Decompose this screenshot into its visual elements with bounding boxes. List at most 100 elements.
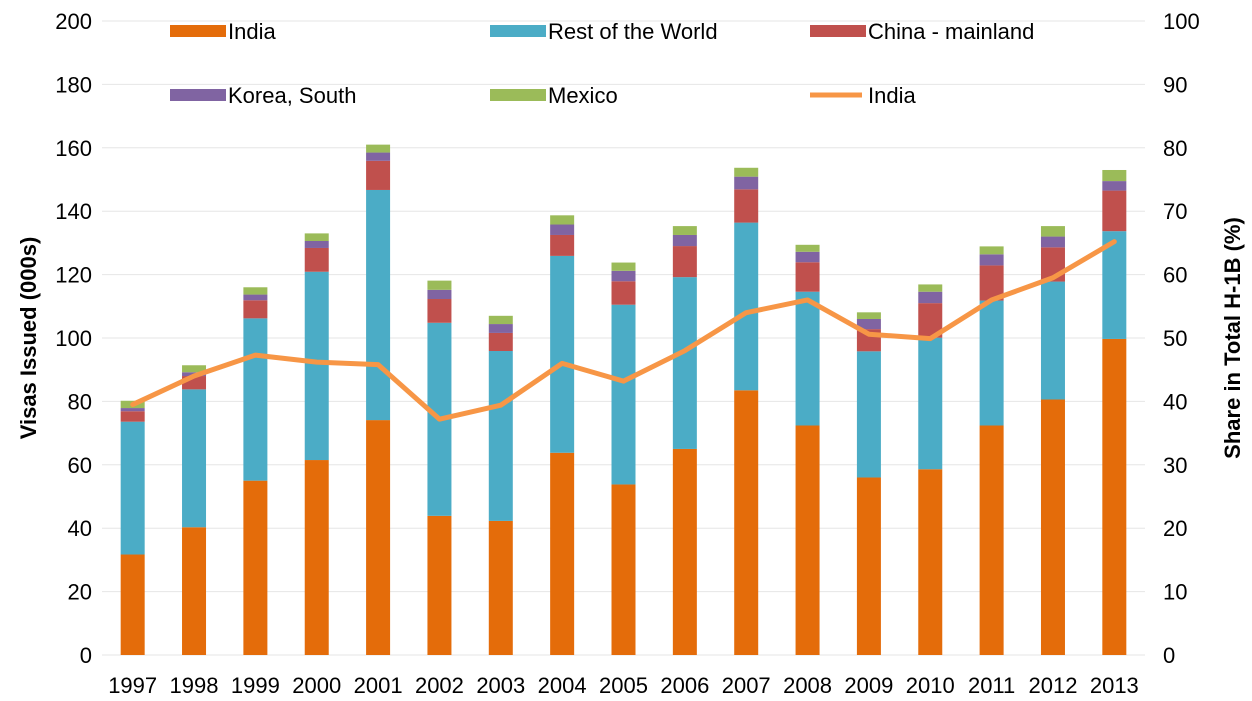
- bar-segment: [856, 351, 881, 478]
- bar-series-3: [120, 152, 1127, 412]
- x-axis: 1997 1998 1999 2000 2001 2002 2003 2004 2005 2006…: [108, 673, 1139, 698]
- bar-segment: [672, 277, 697, 449]
- bar-segment: [182, 527, 207, 655]
- bar-segment: [1102, 190, 1127, 232]
- bar-segment: [366, 420, 391, 655]
- bar-segment: [979, 254, 1004, 266]
- bars: [120, 144, 1127, 655]
- bar-segment: [1040, 281, 1065, 400]
- bar-segment: [488, 350, 513, 521]
- bar-segment: [550, 452, 575, 655]
- bar-segment: [856, 312, 881, 319]
- x-tick-label: 2000: [292, 673, 341, 698]
- bar-segment: [366, 152, 391, 161]
- bar-segment: [918, 284, 943, 292]
- x-tick-label: 2001: [354, 673, 403, 698]
- bar-segment: [1040, 399, 1065, 655]
- bar-segment: [795, 244, 820, 252]
- bar-segment: [1102, 181, 1127, 191]
- bar-segment: [856, 477, 881, 655]
- share-line: [130, 239, 1117, 422]
- y-axis-title: Visas Issued (000s): [16, 237, 41, 440]
- bar-segment: [795, 262, 820, 292]
- bar-segment: [611, 281, 636, 305]
- bar-segment: [427, 299, 452, 323]
- bar-segment: [734, 167, 759, 177]
- legend-swatch: [810, 25, 866, 37]
- y2-tick-label: 60: [1163, 263, 1187, 288]
- bar-segment: [427, 289, 452, 300]
- bar-segment: [856, 318, 881, 330]
- bar-segment: [918, 337, 943, 470]
- x-tick-label: 2006: [660, 673, 709, 698]
- bar-segment: [1102, 338, 1127, 655]
- x-tick-label: 2011: [968, 673, 1015, 698]
- bar-segment: [550, 255, 575, 453]
- bar-segment: [243, 300, 268, 319]
- bar-segment: [795, 425, 820, 655]
- bar-segment: [918, 469, 943, 655]
- bar-segment: [304, 247, 329, 272]
- legend-item: India: [170, 19, 276, 44]
- bar-segment: [304, 460, 329, 655]
- legend-item: India: [810, 83, 916, 108]
- bar-segment: [120, 411, 145, 422]
- x-tick-label: 2007: [722, 673, 771, 698]
- bar-segment: [120, 554, 145, 655]
- y2-tick-label: 10: [1163, 580, 1187, 605]
- legend-item: Rest of the World: [490, 19, 718, 44]
- legend: India Rest of the World China - mainland Ko…: [170, 19, 1034, 108]
- x-tick-label: 2004: [538, 673, 587, 698]
- bar-segment: [120, 408, 145, 412]
- bar-segment: [427, 280, 452, 290]
- bar-segment: [611, 262, 636, 271]
- y-tick-label: 120: [55, 263, 92, 288]
- bar-segment: [243, 294, 268, 301]
- x-tick-label: 2010: [906, 673, 955, 698]
- bar-segment: [550, 224, 575, 235]
- bar-series-1: [120, 189, 1127, 555]
- y-axis-right: 0 10 20 30 40 50 60 70 80 90 100: [1163, 9, 1200, 668]
- legend-item: Korea, South: [170, 83, 356, 108]
- y-tick-label: 160: [55, 136, 92, 161]
- bar-segment: [979, 425, 1004, 655]
- legend-item: Mexico: [490, 83, 618, 108]
- x-tick-label: 2002: [415, 673, 464, 698]
- x-tick-label: 1997: [108, 673, 157, 698]
- y-axis-left: 0 20 40 60 80 100 120 140 160 180 200: [55, 9, 92, 668]
- bar-segment: [611, 484, 636, 655]
- legend-swatch: [170, 25, 226, 37]
- legend-label: India: [228, 19, 276, 44]
- x-tick-label: 1999: [231, 673, 280, 698]
- bar-segment: [672, 246, 697, 278]
- bar-segment: [427, 515, 452, 655]
- x-tick-label: 2008: [783, 673, 832, 698]
- bar-segment: [795, 291, 820, 426]
- y2-tick-label: 0: [1163, 643, 1175, 668]
- bar-segment: [366, 189, 391, 421]
- bar-segment: [795, 251, 820, 263]
- y2-tick-label: 40: [1163, 389, 1187, 414]
- bar-series-4: [120, 144, 1127, 409]
- y-tick-label: 180: [55, 72, 92, 97]
- bar-segment: [1040, 236, 1065, 248]
- bar-segment: [611, 270, 636, 282]
- x-tick-label: 1998: [170, 673, 219, 698]
- bar-segment: [304, 240, 329, 248]
- x-tick-label: 2005: [599, 673, 648, 698]
- bar-segment: [979, 246, 1004, 255]
- legend-label: Mexico: [548, 83, 618, 108]
- legend-label: Rest of the World: [548, 19, 718, 44]
- bar-segment: [120, 421, 145, 555]
- bar-segment: [243, 318, 268, 481]
- y-tick-label: 140: [55, 199, 92, 224]
- x-tick-label: 2012: [1028, 673, 1077, 698]
- bar-segment: [734, 390, 759, 655]
- y2-tick-label: 80: [1163, 136, 1187, 161]
- bar-segment: [550, 215, 575, 225]
- legend-label: India: [868, 83, 916, 108]
- bar-segment: [734, 176, 759, 190]
- bar-segment: [182, 365, 207, 373]
- y2-tick-label: 30: [1163, 453, 1187, 478]
